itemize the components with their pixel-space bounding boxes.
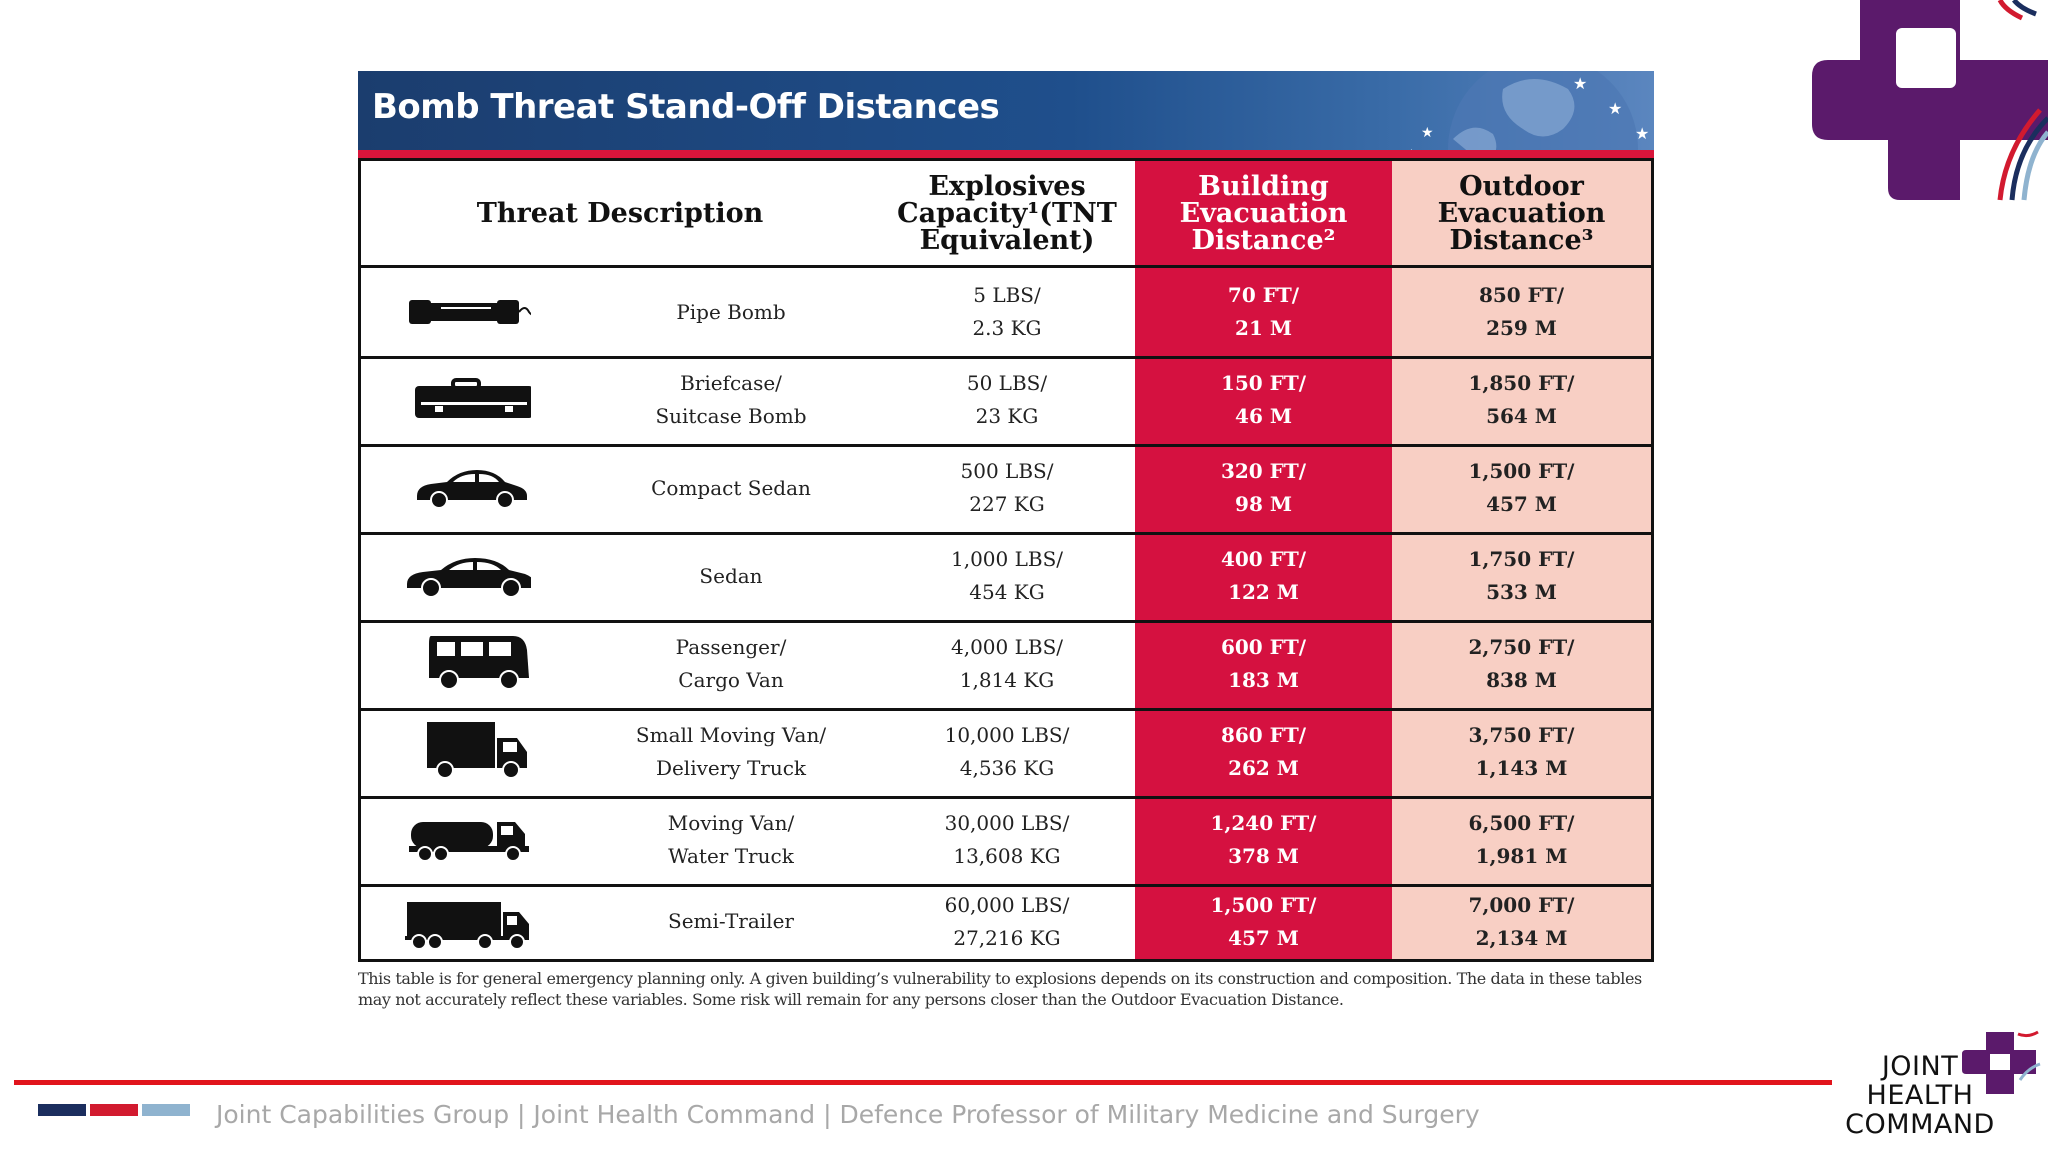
row-divider <box>361 444 1651 447</box>
header-outdoor-evacuation: Outdoor Evacuation Distance³ <box>1392 161 1651 265</box>
outdoor-evacuation-distance: 3,750 FT/ 1,143 M <box>1392 708 1651 796</box>
standoff-table: Threat Description Explosives Capacity¹(… <box>358 158 1654 962</box>
jhc-logo: JOINT HEALTH COMMAND <box>1836 1028 2042 1148</box>
outdoor-evacuation-distance: 2,750 FT/ 838 M <box>1392 620 1651 708</box>
globe-icon: ★ ★ ★ ★ ★ <box>1405 71 1649 150</box>
table-row: Small Moving Van/ Delivery Truck 10,000 … <box>361 708 1651 799</box>
semi-trailer-icon <box>405 902 529 950</box>
building-evacuation-distance: 860 FT/ 262 M <box>1135 708 1392 796</box>
explosives-capacity: 50 LBS/ 23 KG <box>966 371 1048 428</box>
table-row: Pipe Bomb 5 LBS/ 2.3 KG 70 FT/ 21 M 850 … <box>361 268 1651 359</box>
threat-description: Pipe Bomb <box>676 299 786 324</box>
threat-description: Briefcase/ Suitcase Bomb <box>655 371 807 428</box>
explosives-capacity: 1,000 LBS/ 454 KG <box>950 547 1064 604</box>
table-row: Briefcase/ Suitcase Bomb 50 LBS/ 23 KG 1… <box>361 356 1651 447</box>
threat-description: Small Moving Van/ Delivery Truck <box>635 723 827 780</box>
header-divider <box>361 265 1651 268</box>
building-evacuation-distance: 400 FT/ 122 M <box>1135 532 1392 620</box>
header-building-evacuation: Building Evacuation Distance² <box>1135 161 1392 265</box>
svg-text:★: ★ <box>1421 125 1434 141</box>
outdoor-evacuation-distance: 850 FT/ 259 M <box>1392 268 1651 356</box>
table-row: Passenger/ Cargo Van 4,000 LBS/ 1,814 KG… <box>361 620 1651 711</box>
explosives-capacity: 500 LBS/ 227 KG <box>960 459 1054 516</box>
threat-description: Sedan <box>699 563 763 588</box>
threat-description: Moving Van/ Water Truck <box>667 811 795 868</box>
building-evacuation-distance: 70 FT/ 21 M <box>1135 268 1392 356</box>
building-evacuation-distance: 150 FT/ 46 M <box>1135 356 1392 444</box>
van-icon <box>429 636 529 690</box>
footer-text: Joint Capabilities Group | Joint Health … <box>216 1100 1480 1129</box>
footer-color-bars <box>38 1104 190 1116</box>
explosives-capacity: 60,000 LBS/ 27,216 KG <box>944 892 1070 950</box>
outdoor-evacuation-distance: 1,850 FT/ 564 M <box>1392 356 1651 444</box>
table-row: Compact Sedan 500 LBS/ 227 KG 320 FT/ 98… <box>361 444 1651 535</box>
table-row: Semi-Trailer 60,000 LBS/ 27,216 KG 1,500… <box>361 884 1651 959</box>
explosives-capacity: 10,000 LBS/ 4,536 KG <box>944 723 1070 780</box>
bar-navy <box>38 1104 86 1116</box>
page-title: Bomb Threat Stand-Off Distances <box>372 87 1000 127</box>
building-evacuation-distance: 1,500 FT/ 457 M <box>1135 884 1392 959</box>
delivery-truck-icon <box>427 722 527 779</box>
bar-red <box>90 1104 138 1116</box>
bar-light-blue <box>142 1104 190 1116</box>
row-divider <box>361 884 1651 887</box>
explosives-capacity: 4,000 LBS/ 1,814 KG <box>950 635 1064 692</box>
jhc-cross-logo <box>1812 0 2048 201</box>
svg-text:★: ★ <box>1573 74 1587 93</box>
svg-text:★: ★ <box>1635 124 1649 143</box>
pipe-bomb-icon <box>409 300 531 324</box>
jhc-logo-text: JOINT HEALTH COMMAND <box>1845 1051 1995 1140</box>
title-banner: Bomb Threat Stand-Off Distances ★ ★ ★ ★ … <box>358 71 1654 150</box>
table-row: Moving Van/ Water Truck 30,000 LBS/ 13,6… <box>361 796 1651 887</box>
briefcase-icon <box>415 378 531 418</box>
row-divider <box>361 356 1651 359</box>
outdoor-evacuation-distance: 6,500 FT/ 1,981 M <box>1392 796 1651 884</box>
threat-description: Semi-Trailer <box>668 909 794 933</box>
jhc-cross-icon <box>1962 1030 2041 1094</box>
svg-text:★: ★ <box>1405 147 1418 150</box>
explosives-capacity: 5 LBS/ 2.3 KG <box>972 283 1042 340</box>
svg-text:★: ★ <box>1608 99 1622 118</box>
water-truck-icon <box>409 822 529 862</box>
sedan-icon <box>407 558 531 598</box>
table-footnote: This table is for general emergency plan… <box>358 969 1642 1009</box>
threat-description: Passenger/ Cargo Van <box>675 635 787 692</box>
explosives-capacity: 30,000 LBS/ 13,608 KG <box>944 811 1070 868</box>
building-evacuation-distance: 1,240 FT/ 378 M <box>1135 796 1392 884</box>
row-divider <box>361 796 1651 799</box>
footer-red-rule <box>14 1080 1832 1085</box>
outdoor-evacuation-distance: 1,500 FT/ 457 M <box>1392 444 1651 532</box>
compact-sedan-icon <box>417 470 527 509</box>
row-divider <box>361 532 1651 535</box>
outdoor-evacuation-distance: 7,000 FT/ 2,134 M <box>1392 884 1651 959</box>
building-evacuation-distance: 600 FT/ 183 M <box>1135 620 1392 708</box>
header-explosives-capacity: Explosives Capacity¹(TNT Equivalent) <box>897 170 1117 256</box>
row-divider <box>361 620 1651 623</box>
row-divider <box>361 708 1651 711</box>
banner-red-rule <box>358 150 1654 158</box>
table-row: Sedan 1,000 LBS/ 454 KG 400 FT/ 122 M 1,… <box>361 532 1651 623</box>
building-evacuation-distance: 320 FT/ 98 M <box>1135 444 1392 532</box>
header-threat-description: Threat Description <box>476 197 764 229</box>
outdoor-evacuation-distance: 1,750 FT/ 533 M <box>1392 532 1651 620</box>
threat-description: Compact Sedan <box>651 475 811 500</box>
